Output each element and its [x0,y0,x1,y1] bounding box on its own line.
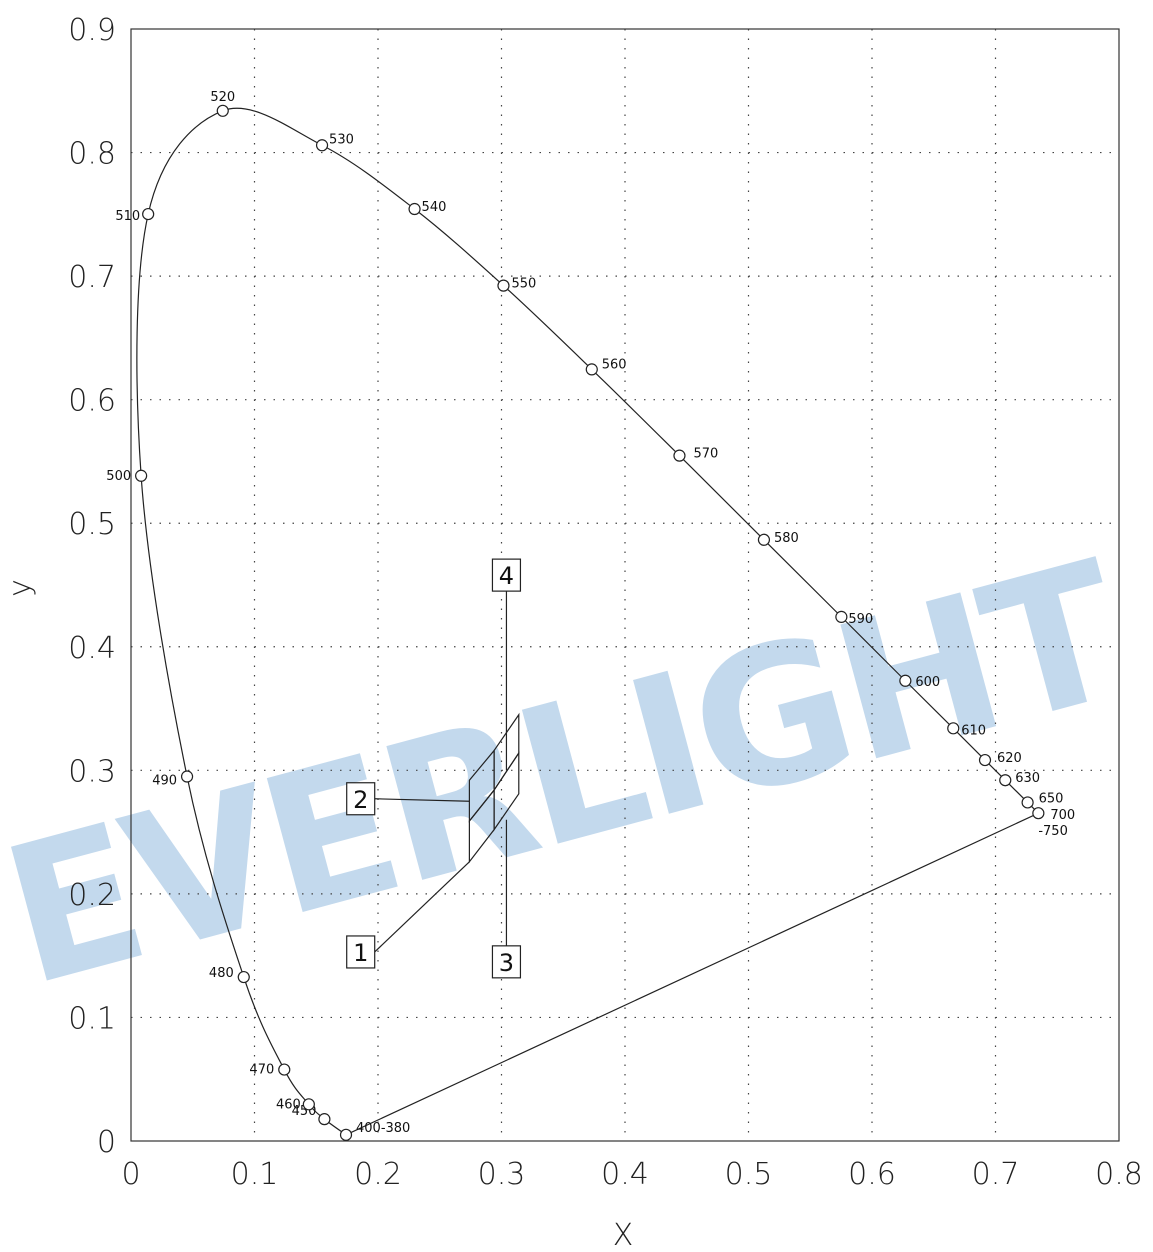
locus-marker [1032,807,1045,820]
wavelength-label: 530 [329,132,354,147]
y-tick-label: 0.7 [68,260,116,295]
wavelength-label: 540 [422,200,447,215]
locus-marker [899,674,912,687]
bin-label-text: 3 [499,949,514,977]
locus-marker [947,722,960,735]
y-tick-label: 0.5 [68,507,116,542]
wavelength-label: 550 [511,277,536,292]
bin-outline [493,712,520,793]
wavelength-label: 470 [249,1063,274,1078]
locus-marker [318,1113,331,1126]
y-tick-label: 0.4 [68,631,116,666]
locus-marker [315,139,329,152]
y-tick-label: 0.8 [68,137,116,172]
x-axis-ticks: 0 0.1 0.2 0.3 0.4 0.5 0.6 0.7 0.8 [121,1157,1142,1192]
x-tick-label: 0.5 [725,1157,773,1192]
y-tick-label: 0.1 [68,1001,116,1036]
bin-label-box [346,782,376,816]
locus-marker [135,469,148,482]
y-tick-label: 0.2 [68,878,116,913]
y-tick-label: 0.9 [68,13,116,48]
wavelength-label: 620 [997,751,1022,766]
locus-marker [835,610,848,623]
bin-leader-line [374,861,470,953]
y-tick-label: 0.3 [68,754,116,789]
bin-label-text: 2 [353,786,368,814]
y-tick-label: 0.6 [68,384,116,419]
locus-marker [180,770,194,783]
locus-marker [142,207,155,221]
x-tick-label: 0.2 [354,1157,402,1192]
grid-lines [131,29,1119,1141]
locus-marker [757,533,771,546]
locus-marker [216,104,229,117]
bin-label-text: 4 [499,562,514,590]
wavelength-label: -750 [1038,824,1068,839]
wavelength-label: 630 [1015,771,1040,786]
wavelength-label: 480 [209,966,234,981]
wavelength-label: 580 [774,531,799,546]
y-axis-ticks: 0 0.1 0.2 0.3 0.4 0.5 0.6 0.7 0.8 0.9 [68,13,116,1160]
bin-label-text: 1 [353,939,368,967]
locus-marker [978,753,992,767]
bin-label-box [491,945,522,979]
wavelength-label: 570 [693,447,718,462]
x-tick-label: 0.3 [478,1157,526,1192]
y-axis-title: y [3,579,38,597]
locus-marker [339,1128,353,1141]
plot-frame [130,28,1120,1142]
bin-label-box [346,935,376,969]
chromaticity-bins: 1 2 3 4 [346,558,522,979]
x-tick-label: 0.6 [848,1157,896,1192]
locus-marker [237,970,250,984]
locus-marker [497,279,510,292]
locus-marker [278,1063,291,1076]
bin-label-box [491,558,522,592]
spectral-locus-points: 400-380450460470480490500510520530540550… [106,90,1075,1141]
wavelength-label: 700 [1050,808,1075,823]
x-tick-label: 0 [121,1157,140,1192]
wavelength-label: 600 [915,675,940,690]
locus-marker [673,449,686,462]
wavelength-label: 400-380 [356,1121,410,1136]
x-axis-title: X [613,1218,634,1252]
locus-marker [1021,796,1034,809]
wavelength-label: 490 [152,774,177,789]
wavelength-label: 590 [848,612,873,627]
wavelength-label: 510 [115,209,140,224]
x-tick-label: 0.4 [601,1157,649,1192]
locus-marker [302,1098,315,1111]
locus-marker [585,363,598,376]
wavelength-label: 520 [210,90,235,105]
locus-marker [999,774,1012,787]
wavelength-label: 500 [106,469,131,484]
y-tick-label: 0 [97,1125,116,1160]
x-tick-label: 0.7 [972,1157,1020,1192]
bin-leader-line [374,798,470,802]
wavelength-label: 650 [1039,791,1064,806]
x-tick-label: 0.1 [231,1157,279,1192]
wavelength-label: 560 [602,357,627,372]
wavelength-label: 610 [961,723,986,738]
x-tick-label: 0.8 [1095,1157,1143,1192]
locus-marker [408,202,421,216]
wavelength-label: 460 [276,1097,301,1112]
